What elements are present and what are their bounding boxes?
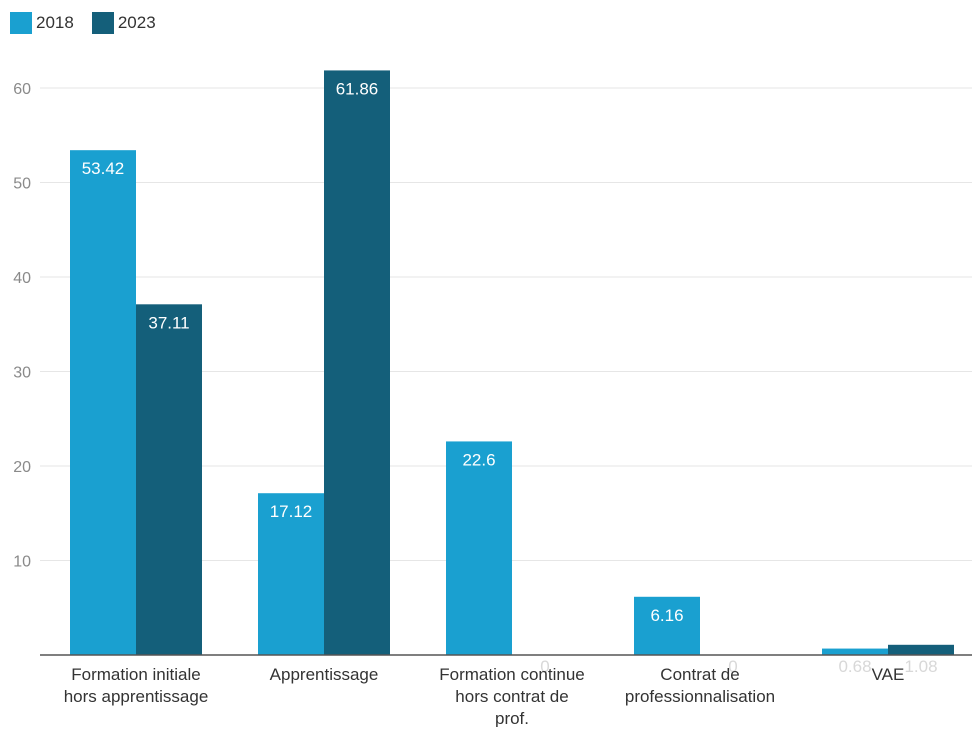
bar-2023 [136, 304, 202, 655]
bar-2023 [888, 644, 954, 655]
bar-2018 [258, 493, 324, 655]
data-label: 61.86 [336, 79, 379, 98]
x-tick-label: hors contrat de [455, 687, 568, 706]
x-tick-label: VAE [872, 665, 905, 684]
data-label: 0 [540, 657, 549, 676]
data-label: 37.11 [148, 313, 189, 332]
legend-item-2023: 2023 [91, 12, 156, 34]
legend-label-2018: 2018 [36, 13, 74, 32]
data-label: 22.6 [462, 450, 495, 469]
y-tick-label: 40 [13, 270, 31, 287]
x-tick-label: prof. [495, 709, 529, 727]
bar-2018 [822, 648, 888, 655]
legend-item-2018: 2018 [10, 12, 74, 34]
x-tick-label: professionnalisation [625, 687, 775, 706]
x-tick-label: Formation continue [439, 665, 585, 684]
x-tick-label: Contrat de [660, 665, 739, 684]
x-tick-label: hors apprentissage [64, 687, 209, 706]
legend-label-2023: 2023 [117, 13, 156, 32]
legend-swatch-2018 [10, 12, 32, 34]
legend: 2018 2023 [10, 12, 156, 34]
data-label: 0.68 [838, 657, 871, 676]
bar-2018 [634, 596, 700, 655]
y-tick-label: 30 [13, 365, 31, 382]
data-label: 0 [728, 657, 737, 676]
y-tick-label: 60 [13, 81, 31, 98]
bar-2018 [70, 150, 136, 655]
data-label: 53.42 [82, 159, 125, 178]
y-tick-label: 10 [13, 554, 31, 571]
legend-swatch-2023 [91, 12, 114, 34]
x-tick-label: Formation initiale [71, 665, 200, 684]
y-tick-label: 20 [13, 459, 31, 476]
data-label: 17.12 [270, 502, 313, 521]
x-tick-label: Apprentissage [270, 665, 379, 684]
bar-2018 [446, 441, 512, 655]
data-label: 1.08 [904, 657, 937, 676]
data-label: 6.16 [650, 606, 683, 625]
bar-2023 [324, 70, 390, 656]
y-tick-label: 50 [13, 176, 31, 193]
